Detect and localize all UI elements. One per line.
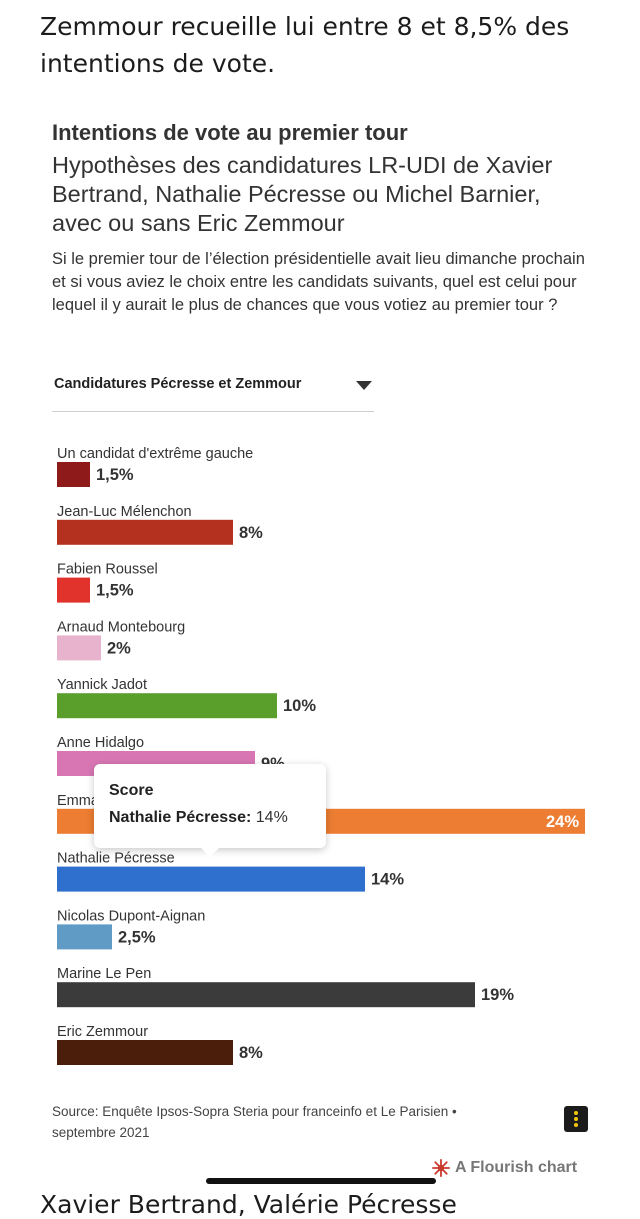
- bar-value-label: 2%: [107, 639, 131, 657]
- bar-value-label: 2,5%: [118, 928, 156, 946]
- bar[interactable]: [57, 462, 90, 487]
- scenario-dropdown-label: Candidatures Pécresse et Zemmour: [54, 376, 302, 392]
- caret-down-icon[interactable]: [356, 381, 372, 390]
- tooltip-title: Score: [109, 782, 154, 799]
- bar[interactable]: [57, 519, 233, 545]
- bar-category-label: Fabien Roussel: [57, 562, 158, 578]
- home-indicator[interactable]: [206, 1178, 436, 1184]
- bar-value-label: 1,5%: [96, 582, 134, 600]
- bar-value-label: 19%: [481, 986, 514, 1004]
- chart-menu-button[interactable]: [564, 1106, 588, 1132]
- tooltip-value: 14%: [255, 809, 288, 826]
- bar-tooltip: Score Nathalie Pécresse: 14%: [94, 764, 326, 857]
- bar[interactable]: [57, 1040, 233, 1065]
- bar-category-label: Eric Zemmour: [57, 1024, 148, 1040]
- chart-source: Source: Enquête Ipsos-Sopra Steria pour …: [52, 1104, 457, 1140]
- bar-category-label: Marine Le Pen: [57, 966, 151, 982]
- bar[interactable]: [57, 693, 277, 719]
- bar[interactable]: [57, 866, 365, 892]
- bar-category-label: Jean-Luc Mélenchon: [57, 504, 192, 520]
- bar[interactable]: [57, 635, 101, 661]
- bar-value-label: 24%: [546, 813, 579, 831]
- bar[interactable]: [57, 577, 90, 603]
- bar-category-label: Yannick Jadot: [57, 677, 147, 693]
- bar-value-label: 8%: [239, 1044, 263, 1062]
- bar-category-label: Arnaud Montebourg: [57, 619, 185, 635]
- flourish-credit-label: A Flourish chart: [455, 1159, 578, 1176]
- bar-value-label: 14%: [371, 871, 404, 889]
- chart-question: Si le premier tour de l’élection préside…: [52, 250, 585, 314]
- bar-value-label: 10%: [283, 697, 316, 715]
- chart-header: Intentions de vote au premier tour Hypot…: [52, 118, 612, 317]
- bar-category-label: Un candidat d'extrême gauche: [57, 446, 253, 462]
- bar-category-label: Anne Hidalgo: [57, 735, 144, 751]
- scenario-dropdown[interactable]: Candidatures Pécresse et Zemmour: [52, 370, 374, 412]
- chart-subtitle: Hypothèses des candidatures LR-UDI de Xa…: [52, 152, 553, 236]
- bar[interactable]: [57, 924, 112, 950]
- article-intro-text: Zemmour recueille lui entre 8 et 8,5% de…: [40, 12, 570, 78]
- bar[interactable]: [57, 982, 475, 1008]
- bar-category-label: Nathalie Pécresse: [57, 851, 175, 867]
- tooltip-candidate: Nathalie Pécresse:: [109, 809, 252, 826]
- bar-category-label: Nicolas Dupont-Aignan: [57, 908, 205, 924]
- bar-value-label: 8%: [239, 524, 263, 542]
- bar-value-label: 1,5%: [96, 466, 134, 484]
- flourish-credit-link[interactable]: A Flourish chart: [432, 1159, 577, 1177]
- article-next-text: Xavier Bertrand, Valérie Pécresse: [40, 1190, 457, 1219]
- flourish-logo-icon: [432, 1159, 450, 1177]
- chart-title: Intentions de vote au premier tour: [52, 120, 408, 145]
- tooltip-line: Nathalie Pécresse: 14%: [109, 809, 288, 827]
